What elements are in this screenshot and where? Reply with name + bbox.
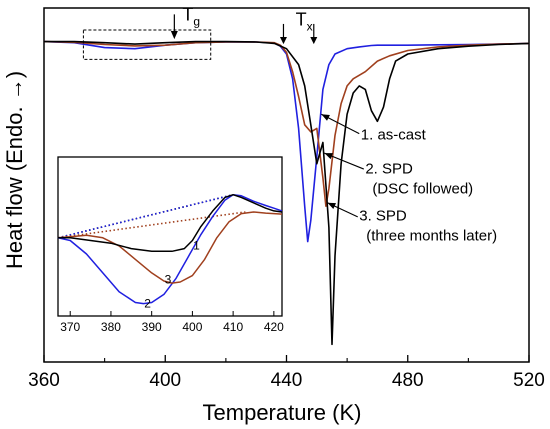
x-tick-label: 520 [513, 370, 545, 391]
tx-label: Tx [296, 10, 313, 34]
tx-subscript: x [307, 20, 313, 34]
series-line-3 [43, 40, 530, 207]
inset-plot-area: 370 380 390 400 410 420 1 23 [57, 156, 284, 334]
zoom-region-box [82, 29, 212, 60]
tx-arrow-head [279, 37, 287, 45]
tx-arrow-head [310, 37, 318, 45]
inset-x-tick-label: 390 [142, 320, 162, 334]
inset-x-tick-label: 380 [101, 320, 121, 334]
inset-x-tick-label: 410 [223, 320, 243, 334]
x-axis-label: Temperature (K) [203, 400, 362, 425]
series-annotation-label: 2. SPD [365, 161, 413, 178]
x-tick-label: 360 [28, 370, 60, 391]
series-annotation-label: 1. as-cast [361, 127, 427, 144]
inset-series-line-1 [58, 193, 283, 253]
series-annotation-label: (DSC followed) [372, 181, 473, 198]
series-annotation-label: 3. SPD [359, 207, 407, 224]
x-tick-label: 480 [392, 370, 424, 391]
inset-curve-label-3: 3 [165, 272, 172, 286]
callout-arrowhead-2 [324, 153, 334, 160]
inset-series-line-3 [57, 211, 283, 284]
tg-subscript: g [193, 14, 200, 28]
y-axis-label: Heat flow (Endo. →) [2, 71, 27, 269]
x-tick-label: 400 [149, 370, 181, 391]
inset-x-tick-label: 420 [264, 320, 284, 334]
callout-arrowhead-1 [321, 114, 330, 121]
callout-arrowhead-3 [327, 202, 337, 209]
tg-arrow-head [170, 31, 178, 40]
inset-x-tick-label: 400 [182, 320, 202, 334]
inset-curve-label-2: 2 [144, 297, 151, 311]
inset-curve-label-1: 1 [193, 238, 200, 252]
inset-x-tick-label: 370 [60, 320, 80, 334]
inset-series-line-2 [57, 193, 283, 305]
series-line-1 [44, 40, 530, 346]
series-annotation-label: (three months later) [366, 227, 497, 244]
x-tick-label: 440 [271, 370, 303, 391]
